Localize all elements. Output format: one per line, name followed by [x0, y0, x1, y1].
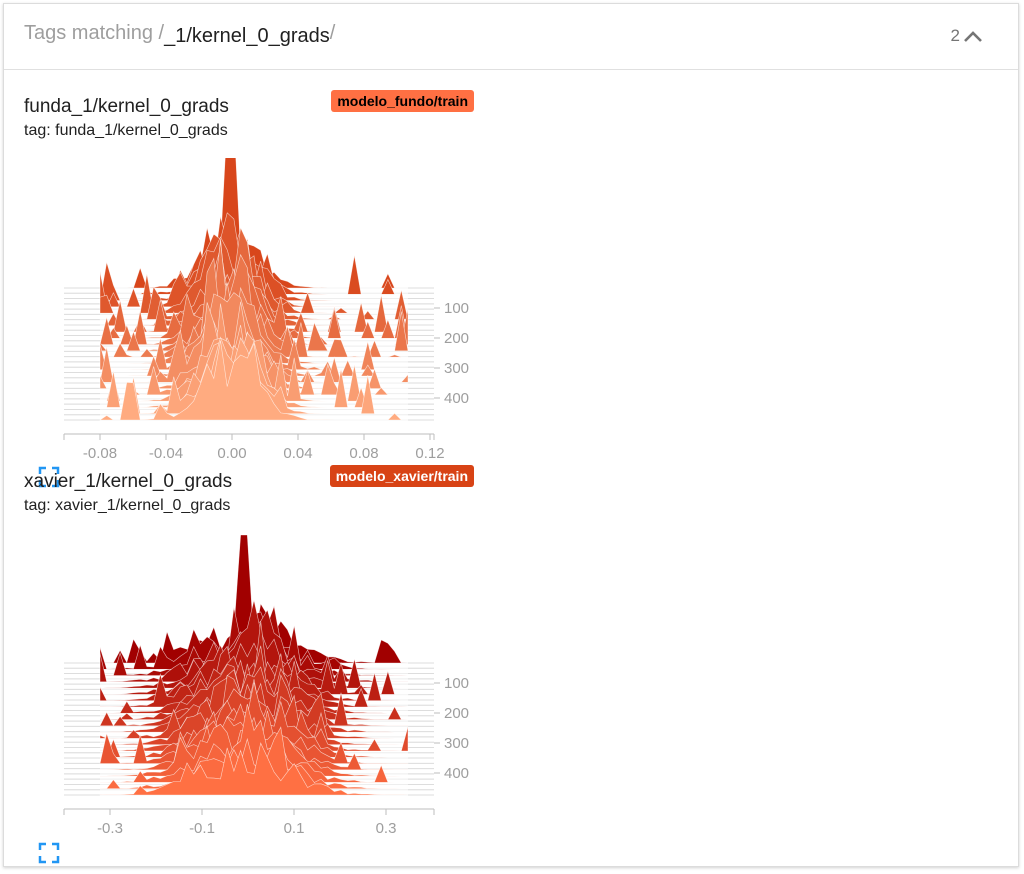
y-tick-label: 200 [444, 330, 469, 347]
chevron-up-icon[interactable] [962, 26, 984, 46]
run-badge: modelo_xavier/train [329, 465, 474, 487]
tags-matching-prefix: Tags matching / [24, 22, 165, 44]
y-tick-label: 200 [444, 705, 469, 722]
x-tick-label: -0.3 [97, 820, 123, 833]
pane-title: xavier_1/kernel_0_grads [24, 471, 233, 492]
y-tick-label: 300 [444, 735, 469, 752]
x-tick-label: -0.04 [149, 445, 183, 458]
histogram-pane-xavier: xavier_1/kernel_0_grads tag: xavier_1/ke… [24, 463, 484, 843]
y-tick-label: 300 [444, 360, 469, 377]
x-tick-label: 0.1 [284, 820, 305, 833]
fullscreen-icon[interactable] [38, 466, 60, 488]
tag-count: 2 [950, 26, 960, 45]
x-tick-label: 0.00 [217, 445, 246, 458]
pane-tag: tag: xavier_1/kernel_0_grads [24, 497, 231, 514]
tag-regex-suffix: / [329, 22, 336, 44]
y-tick-label: 100 [444, 675, 469, 692]
run-badge: modelo_fundo/train [331, 90, 474, 112]
tag-regex: _1/kernel_0_grads [164, 25, 330, 47]
y-tick-label: 400 [444, 390, 469, 407]
histogram-chart: 100 200 300 400 -0.08 -0.04 0.00 0.04 0.08 0.12 [63, 158, 469, 458]
pane-tag: tag: funda_1/kernel_0_grads [24, 122, 228, 139]
x-tick-label: 0.08 [349, 445, 378, 458]
x-tick-label: 0.04 [283, 445, 312, 458]
tag-group-header[interactable]: Tags matching /_1/kernel_0_grads/ 2 [4, 4, 1018, 70]
x-tick-label: -0.1 [189, 820, 215, 833]
histogram-chart: 100 200 300 400 -0.3 -0.1 0.1 0.3 [63, 534, 469, 833]
tag-group-card: Tags matching /_1/kernel_0_grads/ 2 fund… [3, 3, 1019, 867]
histogram-pane-funda: funda_1/kernel_0_grads tag: funda_1/kern… [24, 88, 484, 468]
x-tick-label: 0.3 [376, 820, 397, 833]
y-tick-label: 400 [444, 765, 469, 782]
pane-title: funda_1/kernel_0_grads [24, 96, 229, 117]
x-tick-label: -0.08 [83, 445, 117, 458]
fullscreen-icon[interactable] [38, 842, 60, 864]
x-tick-label: 0.12 [415, 445, 444, 458]
tags-matching-label: Tags matching /_1/kernel_0_grads/ [24, 22, 336, 47]
y-tick-label: 100 [444, 300, 469, 317]
